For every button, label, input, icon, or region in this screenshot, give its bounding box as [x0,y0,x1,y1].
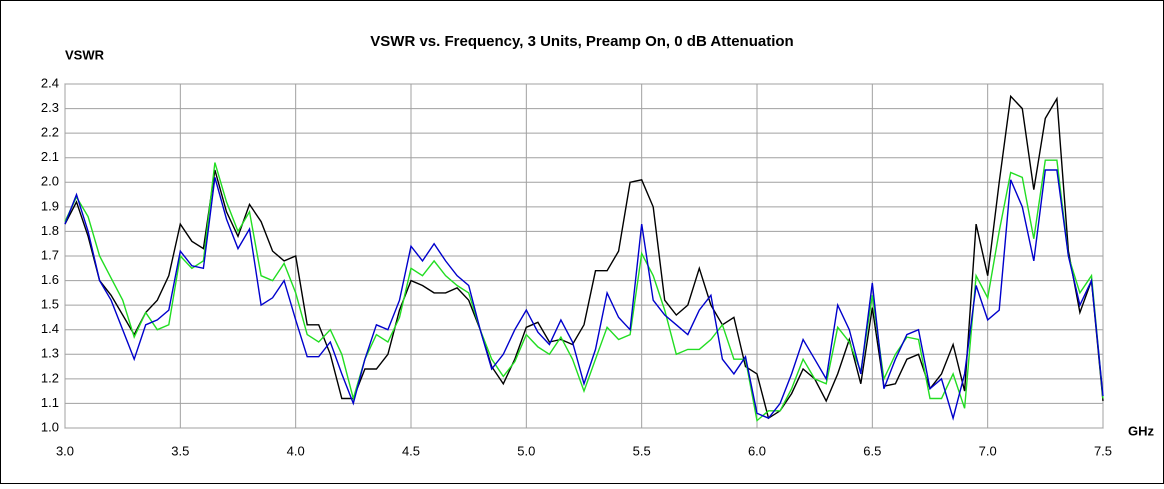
y-tick-label: 2.2 [41,125,59,140]
y-tick-label: 2.0 [41,174,59,189]
x-tick-label: 6.0 [748,443,766,458]
y-tick-label: 2.4 [41,75,59,90]
y-tick-label: 1.6 [41,272,59,287]
x-tick-label: 7.0 [979,443,997,458]
y-tick-label: 1.8 [41,223,59,238]
y-tick-label: 2.1 [41,149,59,164]
x-tick-label: 4.0 [287,443,305,458]
x-tick-label: 7.5 [1094,443,1112,458]
x-tick-label: 5.5 [633,443,651,458]
series-line [64,169,1104,421]
x-tick-label: 6.5 [863,443,881,458]
y-axis-label: VSWR [65,47,105,62]
y-tick-label: 1.4 [41,321,59,336]
y-tick-label: 1.5 [41,297,59,312]
x-tick-label: 4.5 [402,443,420,458]
y-tick-label: 2.3 [41,100,59,115]
x-axis-label: GHz [1128,423,1155,438]
x-tick-label: 3.5 [171,443,189,458]
x-tick-label: 3.0 [56,443,74,458]
chart-title: VSWR vs. Frequency, 3 Units, Preamp On, … [370,33,793,50]
series-line [64,159,1104,422]
y-tick-label: 1.9 [41,198,59,213]
x-tick-label: 5.0 [517,443,535,458]
y-tick-label: 1.1 [41,395,59,410]
y-tick-label: 1.0 [41,419,59,434]
y-tick-label: 1.2 [41,370,59,385]
y-tick-label: 1.7 [41,247,59,262]
y-tick-label: 1.3 [41,346,59,361]
